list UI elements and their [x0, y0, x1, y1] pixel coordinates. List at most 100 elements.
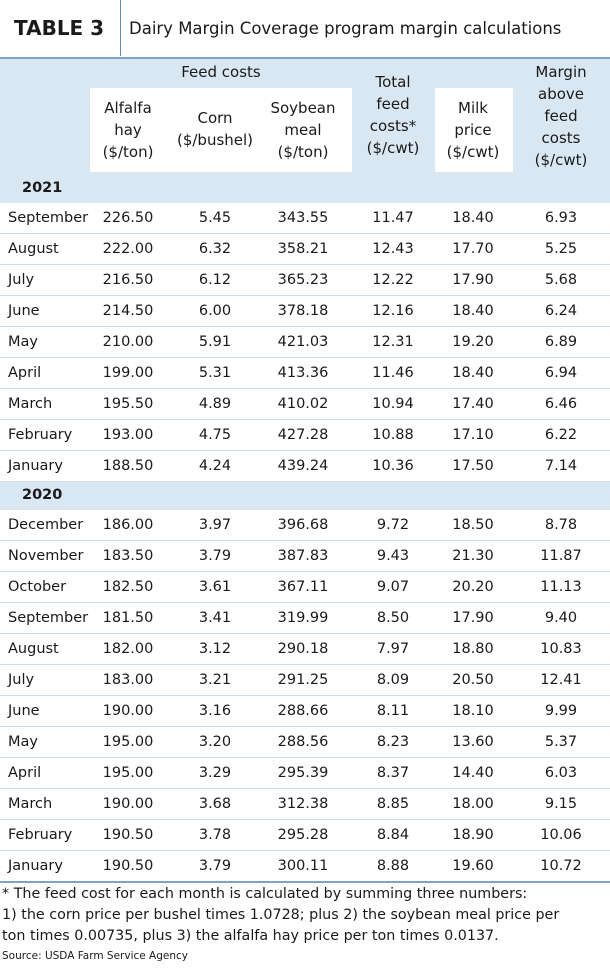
- cell-value: 8.37: [376, 765, 410, 781]
- cell-value: 195.00: [102, 734, 154, 750]
- cell-value: 9.43: [376, 548, 410, 564]
- cell-value: 18.40: [452, 365, 494, 381]
- month: July: [8, 272, 35, 288]
- cell-value: 365.23: [277, 272, 329, 288]
- cell-value: 3.68: [198, 796, 232, 812]
- row-line: [0, 326, 610, 327]
- cell-value: 8.50: [376, 610, 410, 626]
- row-line: [0, 264, 610, 265]
- column-header: hay: [114, 121, 142, 139]
- cell-value: 8.23: [376, 734, 410, 750]
- month: May: [8, 334, 38, 350]
- cell-value: 3.41: [198, 610, 232, 626]
- cell-value: 214.50: [102, 303, 154, 319]
- cell-value: 188.50: [102, 458, 154, 474]
- month: May: [8, 734, 38, 750]
- month: September: [8, 210, 89, 226]
- cell-value: 18.50: [452, 517, 494, 533]
- cell-value: 8.78: [544, 517, 578, 533]
- row-line: [0, 357, 610, 358]
- row-line: [0, 481, 610, 482]
- month: March: [8, 396, 53, 412]
- cell-value: 11.13: [540, 579, 582, 595]
- cell-value: 10.94: [372, 396, 414, 412]
- cell-value: 182.50: [102, 579, 154, 595]
- column-header: ($/ton): [277, 143, 329, 161]
- subheader-box: [435, 88, 513, 172]
- cell-value: 226.50: [102, 210, 154, 226]
- cell-value: 5.25: [544, 241, 578, 257]
- cell-value: 17.50: [452, 458, 494, 474]
- column-header: Corn: [197, 109, 233, 127]
- row-line: [0, 664, 610, 665]
- cell-value: 182.00: [102, 641, 154, 657]
- cell-value: 427.28: [277, 427, 329, 443]
- cell-value: 199.00: [102, 365, 154, 381]
- month: January: [8, 858, 63, 874]
- row-line: [0, 233, 610, 234]
- month: September: [8, 610, 89, 626]
- row-line: [0, 695, 610, 696]
- cell-value: 216.50: [102, 272, 154, 288]
- column-header: ($/bushel): [176, 131, 254, 149]
- cell-value: 9.40: [544, 610, 578, 626]
- cell-value: 190.00: [102, 703, 154, 719]
- cell-value: 5.45: [198, 210, 232, 226]
- month: February: [8, 827, 73, 843]
- column-header: ($/cwt): [366, 139, 420, 157]
- label-box: [0, 0, 121, 56]
- cell-value: 413.36: [277, 365, 329, 381]
- row-line: [0, 726, 610, 727]
- cell-value: 300.11: [277, 858, 329, 874]
- cell-value: 193.00: [102, 427, 154, 443]
- month: February: [8, 427, 73, 443]
- month: December: [8, 517, 84, 533]
- row-line: [0, 419, 610, 420]
- column-header: Soybean: [270, 99, 336, 117]
- row-line: [0, 633, 610, 634]
- cell-value: 18.10: [452, 703, 494, 719]
- cell-value: 295.28: [277, 827, 329, 843]
- cell-value: 3.78: [198, 827, 232, 843]
- row-line: [0, 571, 610, 572]
- footnote: ton times 0.00735, plus 3) the alfalfa h…: [2, 928, 499, 944]
- table-title: Dairy Margin Coverage program margin cal…: [129, 19, 562, 38]
- year-band: [0, 482, 610, 510]
- cell-value: 18.00: [452, 796, 494, 812]
- cell-value: 288.66: [277, 703, 329, 719]
- cell-value: 3.79: [198, 858, 232, 874]
- column-header: Milk: [458, 99, 488, 117]
- cell-value: 6.12: [198, 272, 232, 288]
- cell-value: 20.20: [452, 579, 494, 595]
- cell-value: 12.16: [372, 303, 414, 319]
- cell-value: 378.18: [277, 303, 329, 319]
- row-line: [0, 788, 610, 789]
- cell-value: 13.60: [452, 734, 494, 750]
- footnote: 1) the corn price per bushel times 1.072…: [2, 907, 560, 923]
- cell-value: 290.18: [277, 641, 329, 657]
- cell-value: 3.29: [198, 765, 232, 781]
- cell-value: 319.99: [277, 610, 329, 626]
- cell-value: 11.46: [372, 365, 414, 381]
- month: October: [8, 579, 67, 595]
- year-label: 2021: [22, 180, 63, 196]
- cell-value: 190.50: [102, 858, 154, 874]
- cell-value: 410.02: [277, 396, 329, 412]
- cell-value: 181.50: [102, 610, 154, 626]
- cell-value: 387.83: [277, 548, 329, 564]
- cell-value: 421.03: [277, 334, 329, 350]
- month: March: [8, 796, 53, 812]
- cell-value: 18.80: [452, 641, 494, 657]
- cell-value: 3.16: [198, 703, 232, 719]
- cell-value: 12.22: [372, 272, 414, 288]
- row-line: [0, 819, 610, 820]
- cell-value: 12.31: [372, 334, 414, 350]
- cell-value: 4.89: [198, 396, 232, 412]
- cell-value: 6.89: [544, 334, 578, 350]
- cell-value: 3.12: [198, 641, 232, 657]
- column-header: feed: [544, 107, 578, 125]
- cell-value: 367.11: [277, 579, 329, 595]
- cell-value: 10.06: [540, 827, 582, 843]
- cell-value: 5.37: [544, 734, 578, 750]
- cell-value: 9.07: [376, 579, 410, 595]
